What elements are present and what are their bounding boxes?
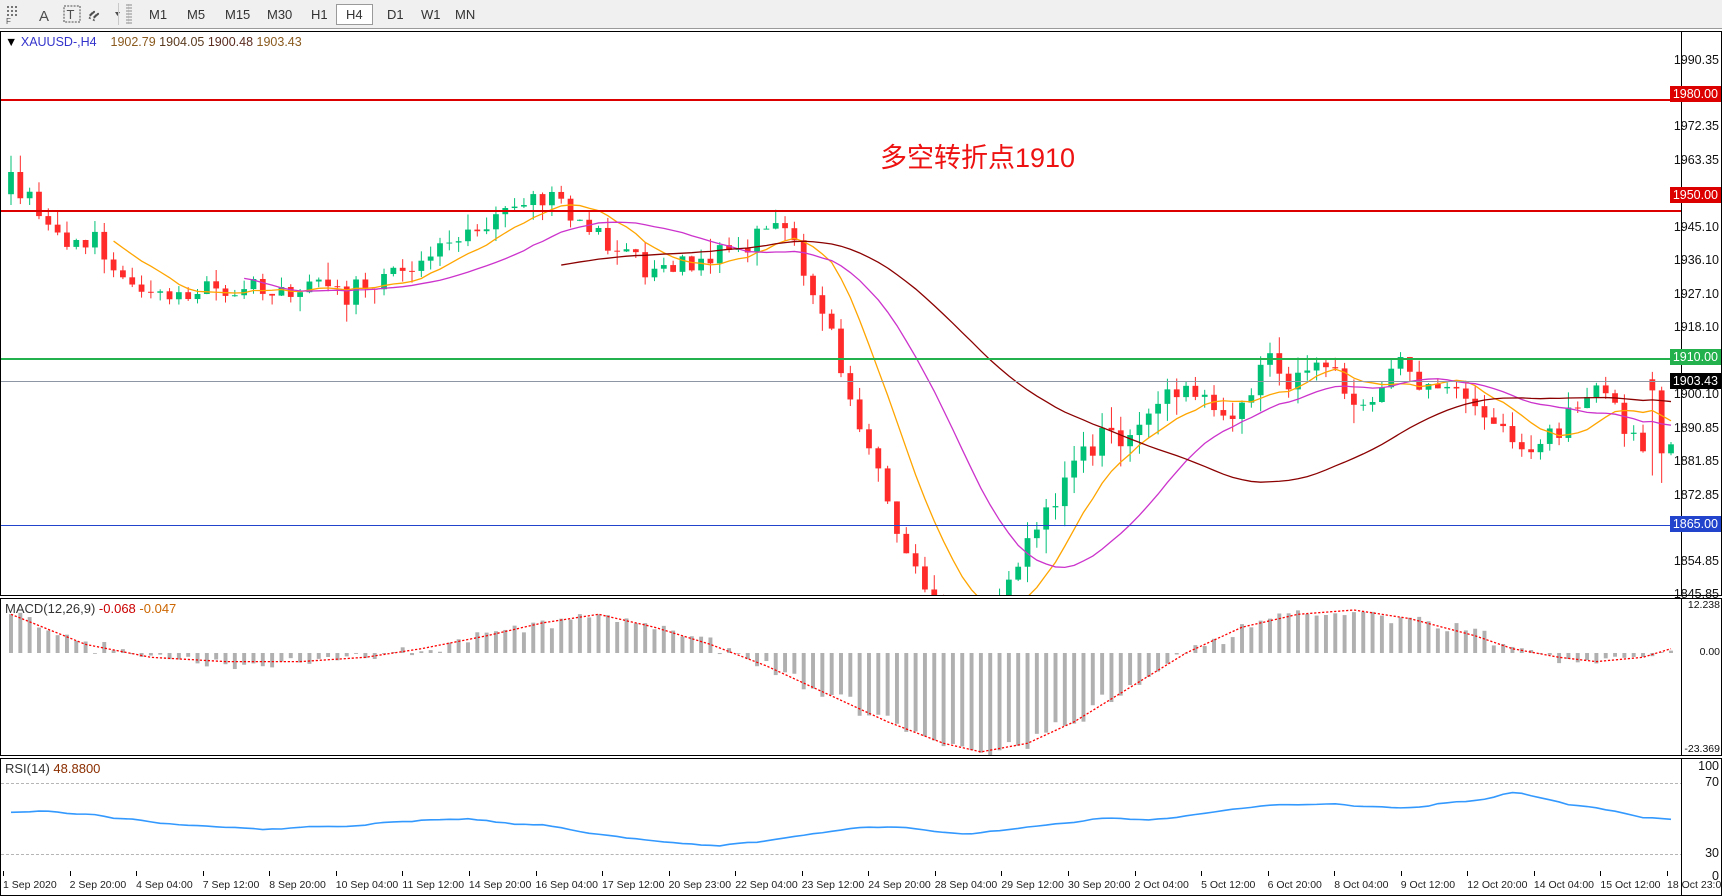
svg-text:A: A <box>39 8 49 25</box>
svg-text:T: T <box>67 7 75 22</box>
svg-text:F: F <box>6 17 11 25</box>
